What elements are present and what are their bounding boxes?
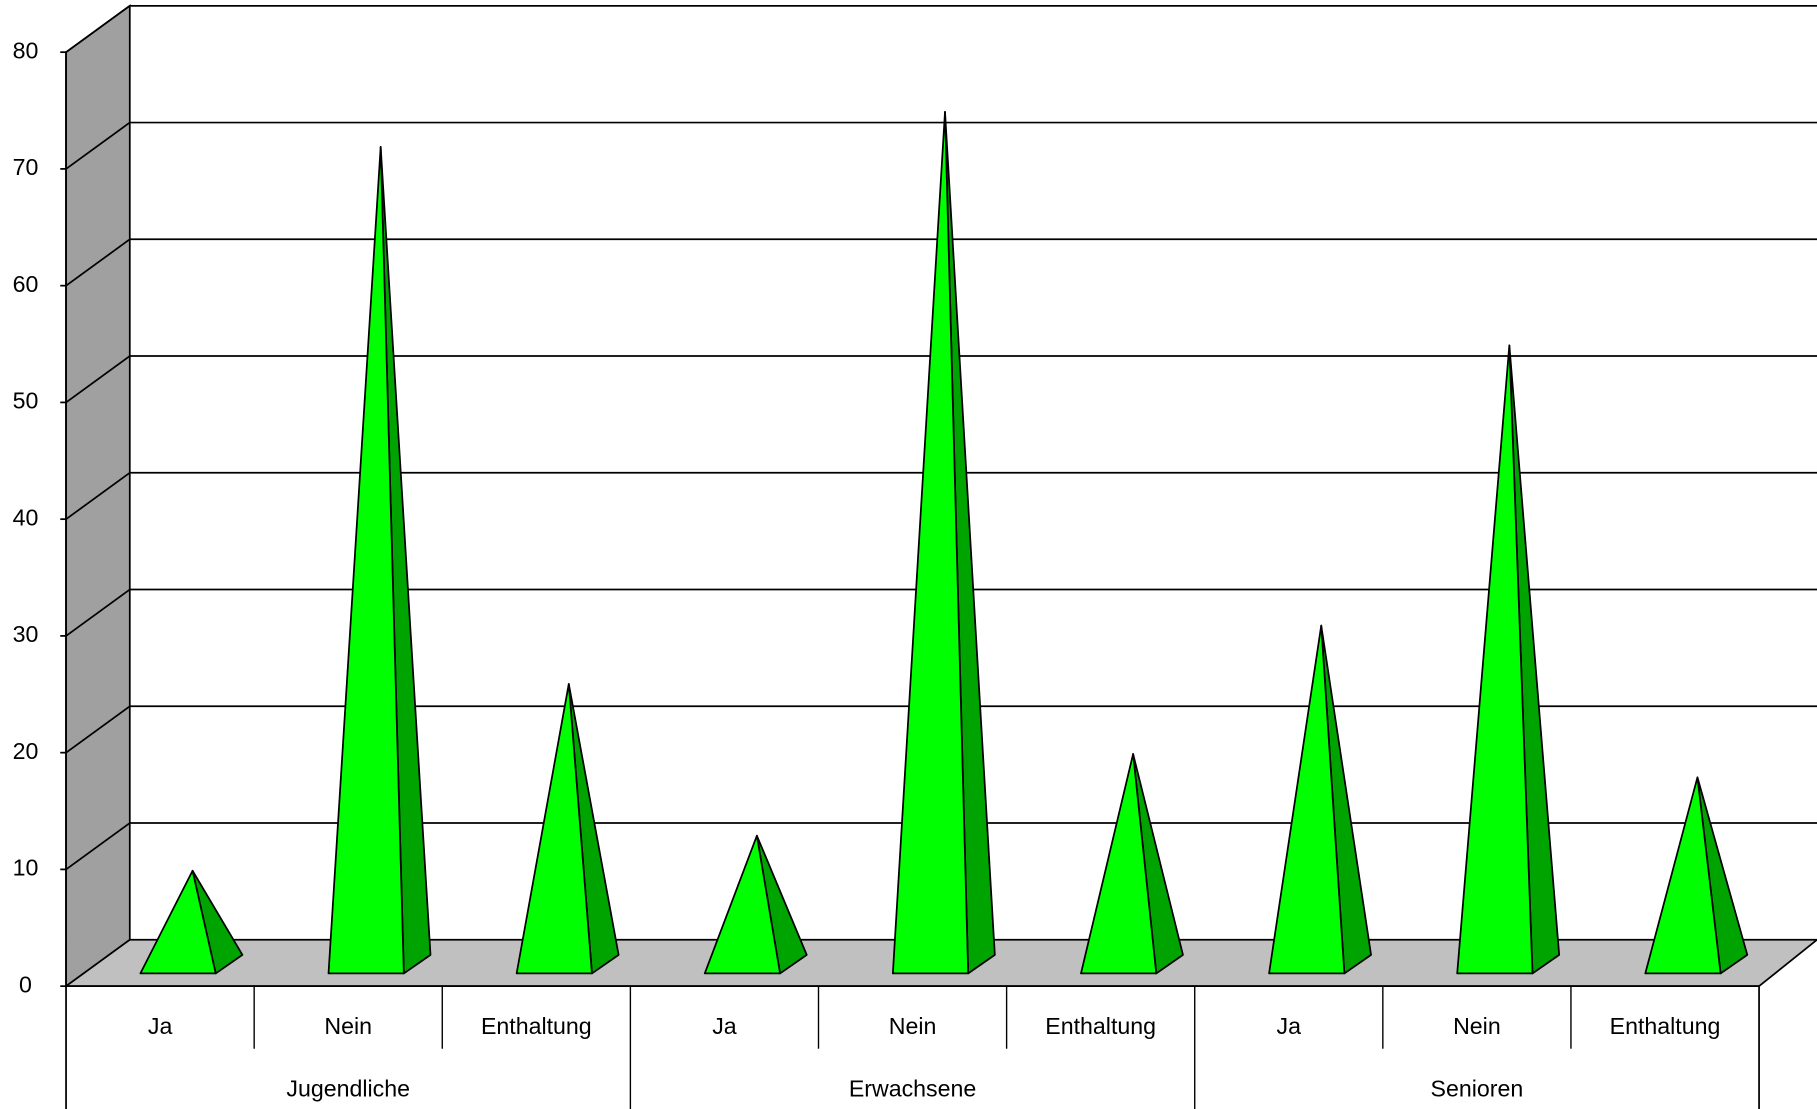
x-tick-label: Enthaltung — [1610, 1013, 1721, 1039]
grid-line — [65, 355, 131, 404]
grid-line — [65, 822, 131, 871]
group-label: Erwachsene — [849, 1076, 976, 1102]
pyramid-front — [891, 110, 970, 975]
y-tick-label: 20 — [13, 738, 39, 764]
x-tick-label: Ja — [1277, 1013, 1302, 1039]
grid-line — [65, 588, 131, 637]
grid-line — [65, 472, 131, 520]
x-tick-label: Enthaltung — [481, 1013, 592, 1039]
group-label: Senioren — [1431, 1076, 1524, 1102]
y-tick-label: 60 — [13, 271, 39, 297]
y-tick-label: 10 — [13, 855, 39, 881]
y-tick-label: 50 — [13, 388, 39, 414]
pyramid-front — [1080, 753, 1158, 975]
pyramid-front — [703, 834, 781, 975]
grid-line — [65, 5, 131, 53]
pyramid-front — [1268, 624, 1346, 975]
x-tick-label: Ja — [712, 1013, 737, 1039]
grid-line — [65, 238, 131, 287]
group-label: Jugendliche — [286, 1076, 410, 1102]
y-tick-label: 70 — [13, 154, 39, 180]
pyramid-front — [139, 869, 217, 975]
pyramid-front — [1644, 776, 1722, 975]
x-tick-label: Enthaltung — [1045, 1013, 1156, 1039]
y-tick-label: 80 — [13, 37, 39, 63]
pyramid-front — [515, 683, 593, 975]
grid-line — [65, 121, 131, 170]
x-tick-label: Nein — [324, 1013, 372, 1039]
y-tick-label: 30 — [13, 621, 39, 647]
grid-line — [65, 705, 131, 754]
pyramid-front — [327, 146, 405, 975]
x-tick-label: Nein — [1453, 1013, 1501, 1039]
y-tick-label: 0 — [19, 971, 32, 997]
y-tick-label: 40 — [13, 504, 39, 530]
x-tick-label: Ja — [148, 1013, 173, 1039]
pyramid-front — [1456, 344, 1534, 975]
x-tick-label: Nein — [889, 1013, 937, 1039]
